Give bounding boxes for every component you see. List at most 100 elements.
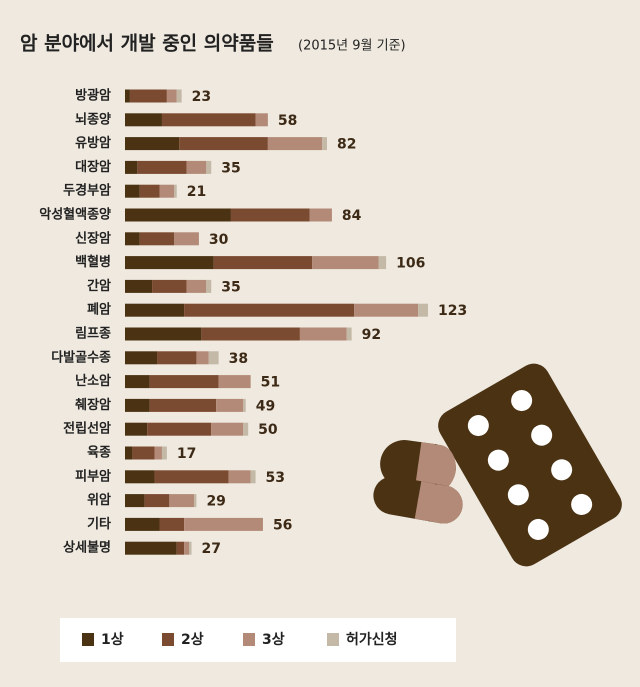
legend-label: 2상: [181, 632, 204, 648]
bar-segment: [354, 303, 419, 317]
legend-label: 허가신청: [346, 631, 398, 648]
bar-segment: [159, 184, 175, 198]
bar-segment: [125, 184, 140, 198]
chart-title: 암 분야에서 개발 중인 의약품들: [20, 33, 274, 55]
bar-segment: [125, 137, 180, 151]
category-label: 위암: [87, 492, 111, 508]
bar-segment: [125, 446, 133, 460]
bar-segment: [137, 160, 187, 174]
bar-segment: [125, 470, 155, 484]
bar-segment: [161, 446, 167, 460]
bar-segment: [255, 113, 268, 127]
bar-segment: [184, 517, 263, 531]
bar-segment: [144, 494, 170, 508]
bar-segment: [125, 113, 162, 127]
bar-segment: [299, 327, 347, 341]
bar-segment: [186, 279, 207, 293]
legend-swatch: [82, 633, 94, 646]
bar-segment: [125, 89, 130, 103]
total-label: 27: [202, 541, 221, 557]
bar-segment: [322, 137, 327, 151]
bar-segment: [174, 184, 177, 198]
bar-segment: [149, 375, 219, 389]
total-label: 92: [362, 327, 381, 343]
bar-segment: [184, 303, 355, 317]
category-label: 림프종: [75, 327, 111, 342]
bar-segment: [218, 375, 251, 389]
category-label: 방광암: [75, 88, 111, 104]
bar-segment: [125, 494, 145, 508]
bar-segment: [228, 470, 251, 484]
total-label: 49: [256, 398, 275, 414]
category-label: 간암: [87, 278, 111, 294]
bar-segment: [250, 470, 256, 484]
bar-segment: [418, 303, 428, 317]
bar-segment: [176, 541, 185, 555]
category-label: 췌장암: [75, 397, 111, 413]
bar-segment: [166, 89, 177, 103]
bar-segment: [125, 160, 138, 174]
category-label: 전립선암: [63, 421, 111, 437]
total-label: 50: [258, 422, 278, 438]
bar-segment: [196, 351, 209, 365]
total-label: 35: [221, 160, 240, 176]
pills-illustration: [373, 363, 622, 567]
total-label: 21: [187, 184, 206, 200]
category-label: 다발골수종: [51, 349, 111, 365]
total-label: 84: [342, 208, 362, 224]
bar-segment: [139, 232, 175, 246]
bar-segment: [154, 470, 229, 484]
bar-segment: [309, 208, 332, 222]
legend-box: [60, 618, 456, 662]
legend-swatch: [327, 633, 339, 646]
total-label: 29: [206, 494, 225, 510]
bar-segment: [125, 303, 185, 317]
category-label: 신장암: [75, 230, 111, 246]
total-label: 30: [209, 232, 229, 248]
total-label: 56: [273, 517, 292, 533]
legend-swatch: [162, 633, 174, 646]
bar-segment: [186, 160, 207, 174]
bar-segment: [243, 422, 249, 436]
legend-label: 3상: [262, 632, 285, 648]
bar-segment: [129, 89, 167, 103]
category-label: 피부암: [75, 468, 111, 484]
bar-segment: [216, 398, 244, 412]
bar-segment: [159, 517, 185, 531]
bar-segment: [125, 517, 160, 531]
category-label: 악성혈액종양: [39, 207, 111, 223]
bar-segment: [193, 494, 197, 508]
category-label: 기타: [87, 516, 111, 532]
category-label: 난소암: [75, 373, 111, 389]
category-label: 육종: [87, 445, 111, 461]
bar-segment: [179, 137, 268, 151]
bar-segment: [125, 327, 202, 341]
category-label: 뇌종양: [75, 111, 111, 127]
bar-segment: [161, 113, 256, 127]
bar-segment: [125, 351, 158, 365]
bar-segment: [243, 398, 246, 412]
total-label: 53: [266, 470, 285, 486]
bar-segment: [125, 279, 153, 293]
bar-segment: [378, 256, 387, 270]
bar-segment: [312, 256, 379, 270]
bar-segment: [201, 327, 300, 341]
bar-segment: [176, 89, 182, 103]
category-label: 두경부암: [63, 183, 111, 199]
total-label: 51: [261, 375, 280, 391]
bar-segment: [230, 208, 310, 222]
category-label: 유방암: [75, 135, 111, 151]
bar-segment: [206, 160, 212, 174]
total-label: 35: [221, 279, 240, 295]
bar-segment: [125, 375, 150, 389]
category-label: 대장암: [75, 159, 111, 175]
bar-segment: [189, 541, 192, 555]
bar-segment: [174, 232, 199, 246]
bar-segment: [184, 541, 190, 555]
bar-segment: [125, 208, 231, 222]
bar-segment: [206, 279, 212, 293]
bar-segment: [125, 422, 148, 436]
chart-subtitle: (2015년 9월 기준): [298, 39, 406, 54]
bar-segment: [132, 446, 155, 460]
